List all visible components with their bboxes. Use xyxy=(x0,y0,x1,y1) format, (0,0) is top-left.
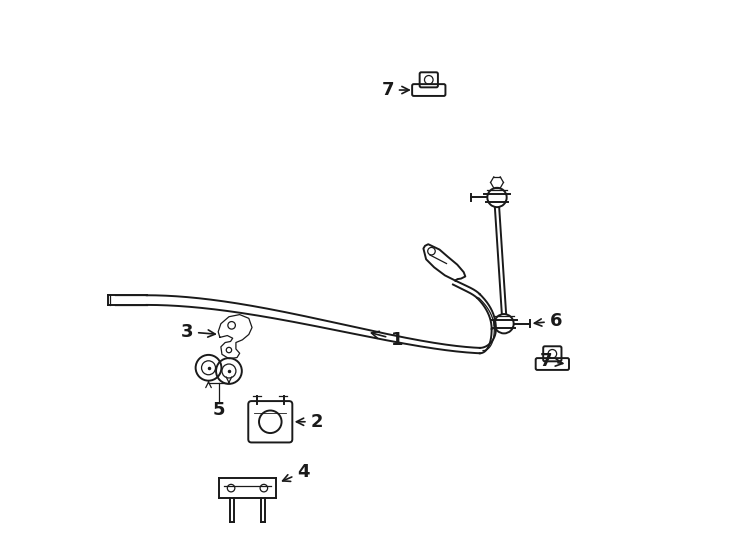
Text: 6: 6 xyxy=(534,312,562,330)
Text: 7: 7 xyxy=(382,81,409,99)
Text: 3: 3 xyxy=(181,323,215,341)
Text: 4: 4 xyxy=(283,463,310,481)
Text: 2: 2 xyxy=(297,413,323,431)
Text: 7: 7 xyxy=(539,352,563,370)
Text: 5: 5 xyxy=(212,401,225,418)
Text: 1: 1 xyxy=(371,331,404,349)
